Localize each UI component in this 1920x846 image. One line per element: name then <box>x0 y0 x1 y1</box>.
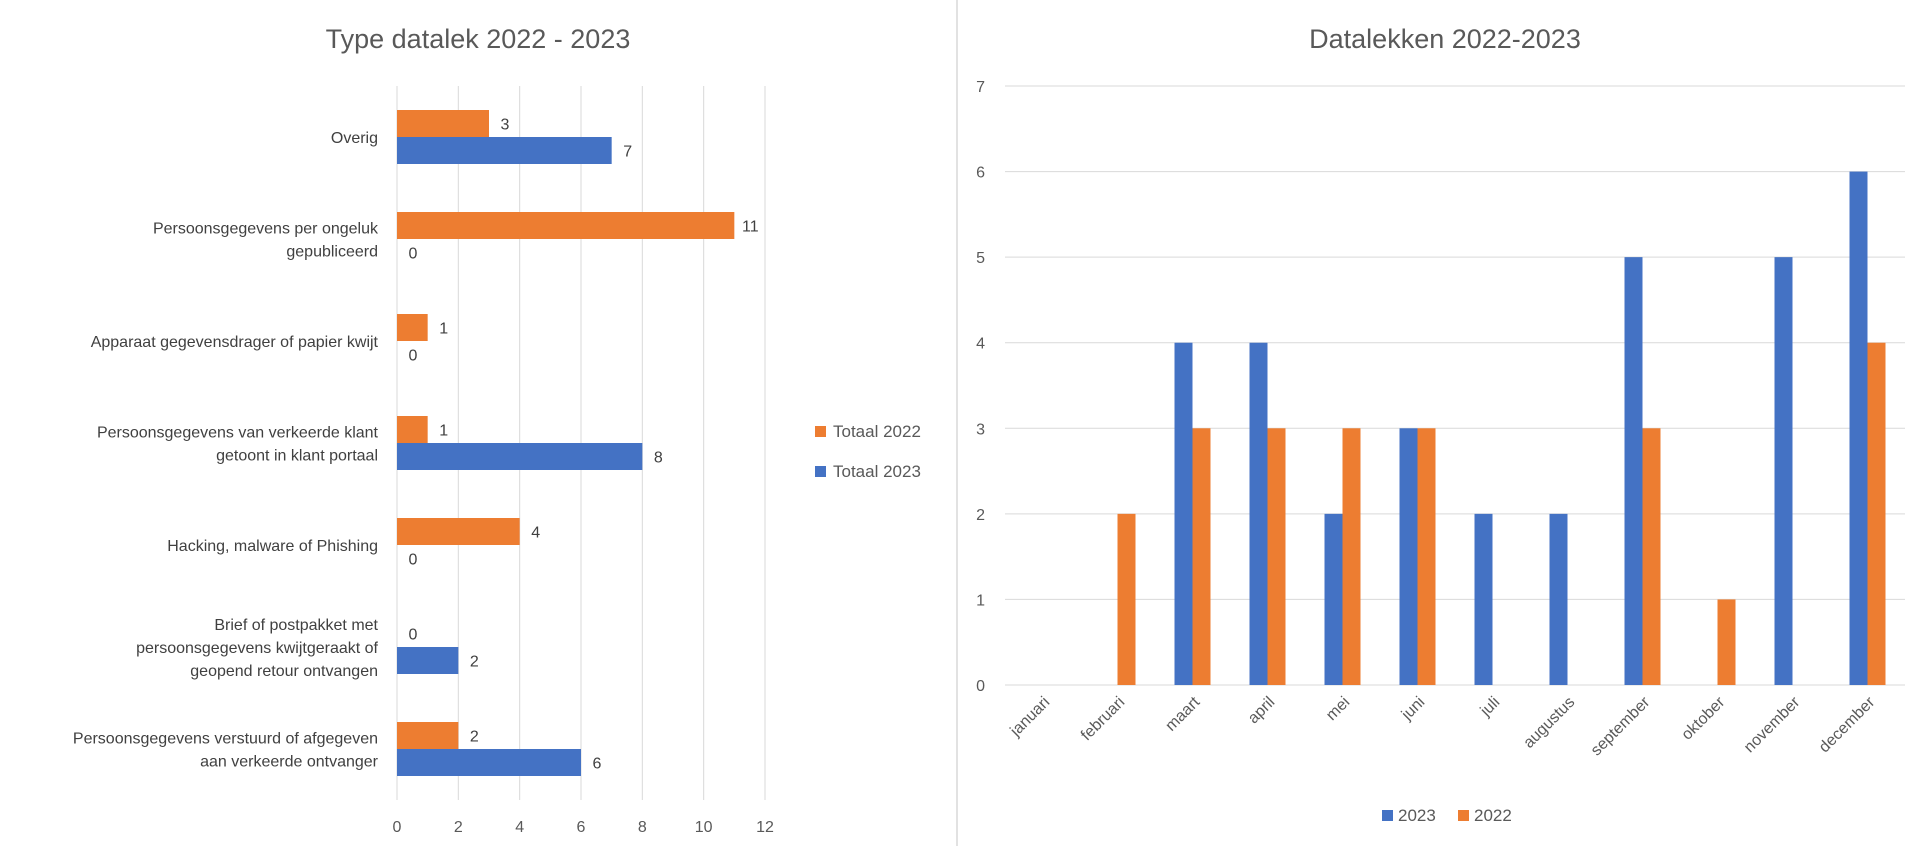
y-tick-label: 0 <box>976 678 985 695</box>
data-label: 3 <box>501 117 510 134</box>
data-label: 0 <box>409 552 418 569</box>
month-label: mei <box>1323 694 1353 724</box>
column-2022 <box>1867 342 1886 685</box>
month-label: maart <box>1162 693 1203 734</box>
data-label: 1 <box>439 321 448 338</box>
month-label: juni <box>1398 694 1428 724</box>
category-label: Overig <box>331 130 378 147</box>
column-2023 <box>1849 171 1868 686</box>
month-label: december <box>1816 693 1879 756</box>
column-2022 <box>1192 428 1211 685</box>
y-tick-label: 1 <box>976 592 985 609</box>
legend-label: Totaal 2022 <box>833 422 921 441</box>
category-label: Persoonsgegevens van verkeerde klant <box>97 425 379 442</box>
data-label: 7 <box>623 144 632 161</box>
column-2022 <box>1342 428 1361 685</box>
column-2023 <box>1624 257 1643 685</box>
bar-totaal-2022 <box>397 722 459 749</box>
column-2023 <box>1324 513 1343 685</box>
legend-swatch <box>815 426 826 437</box>
data-label: 2 <box>470 654 479 671</box>
legend-label: 2023 <box>1398 806 1436 825</box>
column-2023 <box>1774 257 1793 685</box>
bar-totaal-2023 <box>397 647 459 674</box>
month-label: september <box>1588 693 1654 759</box>
data-label: 4 <box>531 525 540 542</box>
data-label: 6 <box>593 756 602 773</box>
bar-totaal-2023 <box>397 749 581 776</box>
x-tick-label: 8 <box>638 819 647 836</box>
category-label: Persoonsgegevens per ongeluk <box>153 221 379 238</box>
category-label: persoonsgegevens kwijtgeraakt of <box>136 640 378 657</box>
y-tick-label: 2 <box>976 507 985 524</box>
x-tick-label: 12 <box>756 819 774 836</box>
category-label: getoont in klant portaal <box>216 448 378 465</box>
category-label: Persoonsgegevens verstuurd of afgegeven <box>73 731 378 748</box>
chart-title: Type datalek 2022 - 2023 <box>326 24 631 54</box>
y-tick-label: 7 <box>976 79 985 96</box>
data-label: 2 <box>470 729 479 746</box>
legend-label: Totaal 2023 <box>833 462 921 481</box>
legend-swatch <box>1382 810 1393 821</box>
column-2023 <box>1474 513 1493 685</box>
month-label: oktober <box>1679 693 1729 743</box>
data-label: 0 <box>409 627 418 644</box>
column-2023 <box>1174 342 1193 685</box>
bar-totaal-2023 <box>397 137 612 164</box>
y-tick-label: 5 <box>976 250 985 267</box>
x-tick-label: 4 <box>515 819 524 836</box>
legend-label: 2022 <box>1474 806 1512 825</box>
x-tick-label: 0 <box>393 819 402 836</box>
category-label: Hacking, malware of Phishing <box>167 538 378 555</box>
month-label: april <box>1245 694 1278 727</box>
x-tick-label: 2 <box>454 819 463 836</box>
x-tick-label: 10 <box>695 819 713 836</box>
category-label: Apparaat gegevensdrager of papier kwijt <box>91 334 379 351</box>
category-label: Brief of postpakket met <box>214 617 378 634</box>
chart-title: Datalekken 2022-2023 <box>1309 24 1581 54</box>
month-label: november <box>1741 693 1804 756</box>
month-label: juli <box>1477 694 1504 721</box>
y-tick-label: 4 <box>976 336 985 353</box>
column-2022 <box>1117 513 1136 685</box>
column-2022 <box>1267 428 1286 685</box>
bar-totaal-2022 <box>397 110 489 137</box>
month-label: februari <box>1078 694 1128 744</box>
column-2023 <box>1249 342 1268 685</box>
column-2022 <box>1717 599 1736 685</box>
bar-totaal-2022 <box>397 314 428 341</box>
bar-totaal-2023 <box>397 443 643 470</box>
data-label: 1 <box>439 423 448 440</box>
legend-swatch <box>815 466 826 477</box>
data-label: 0 <box>409 246 418 263</box>
x-tick-label: 6 <box>577 819 586 836</box>
column-2022 <box>1642 428 1661 685</box>
data-label: 11 <box>742 219 759 236</box>
legend-swatch <box>1458 810 1469 821</box>
column-2022 <box>1417 428 1436 685</box>
column-2023 <box>1549 513 1568 685</box>
category-label: gepubliceerd <box>286 244 378 261</box>
column-2023 <box>1399 428 1418 685</box>
bar-totaal-2022 <box>397 518 520 545</box>
bar-totaal-2022 <box>397 416 428 443</box>
y-tick-label: 3 <box>976 421 985 438</box>
datalekken-chart: Datalekken 2022-2023 0 1 2 3 4 5 6 7 januari febru… <box>976 24 1905 825</box>
bar-totaal-2022 <box>397 212 735 239</box>
y-tick-label: 6 <box>976 165 985 182</box>
month-label: augustus <box>1520 694 1578 752</box>
category-label: aan verkeerde ontvanger <box>200 754 379 771</box>
month-label: januari <box>1007 694 1054 741</box>
category-label: geopend retour ontvangen <box>190 663 378 680</box>
data-label: 8 <box>654 450 663 467</box>
data-label: 0 <box>409 348 418 365</box>
